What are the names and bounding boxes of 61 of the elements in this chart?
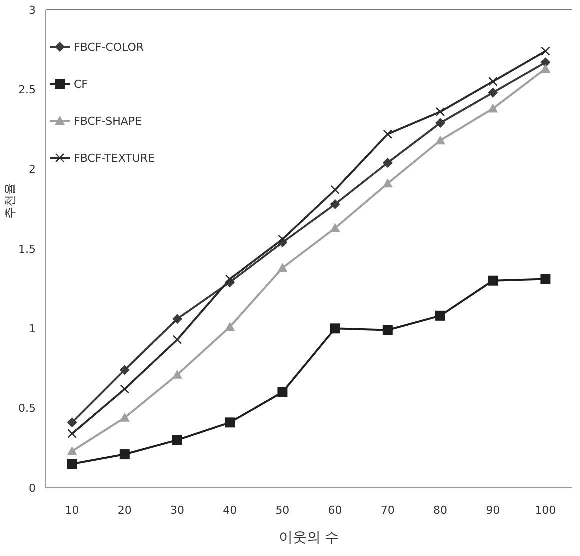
point — [330, 223, 340, 232]
point — [488, 276, 498, 286]
legend-label: FBCF-COLOR — [74, 40, 144, 54]
point — [382, 158, 393, 168]
x-tick-label: 100 — [535, 504, 556, 517]
point — [120, 412, 130, 422]
point — [278, 234, 288, 244]
point — [488, 104, 498, 113]
point — [172, 335, 182, 344]
point — [225, 418, 236, 428]
x-tick-label: 90 — [486, 504, 500, 517]
point — [67, 459, 78, 470]
point — [120, 450, 130, 460]
point — [382, 325, 393, 336]
point — [540, 58, 551, 68]
point — [488, 88, 498, 98]
y-tick-label: 2 — [29, 163, 36, 176]
point — [330, 199, 340, 210]
point — [278, 387, 288, 398]
point — [540, 274, 551, 284]
x-tick-label: 60 — [328, 504, 342, 517]
x-tick-label: 10 — [65, 504, 80, 517]
y-tick-label: 0 — [29, 482, 36, 495]
point — [67, 446, 78, 456]
point — [330, 324, 340, 334]
x-tick-label: 80 — [434, 504, 448, 517]
point — [226, 274, 235, 284]
x-tick-label: 30 — [170, 504, 184, 517]
point — [172, 314, 182, 324]
legend-label: FBCF-SHAPE — [74, 114, 142, 128]
point — [540, 64, 551, 73]
point — [436, 107, 446, 117]
point — [383, 130, 392, 139]
point — [120, 365, 130, 376]
x-tick-label: 70 — [380, 504, 395, 517]
x-axis-title: 이웃의 수 — [278, 530, 340, 546]
point — [278, 263, 288, 272]
x-tick-label: 40 — [223, 504, 238, 517]
point — [330, 185, 340, 195]
x-tick-label: 50 — [276, 504, 290, 517]
point — [172, 370, 182, 379]
point — [120, 384, 130, 394]
y-tick-label: 1 — [29, 322, 36, 336]
point — [172, 435, 182, 446]
point — [67, 418, 78, 428]
y-tick-label: 0.5 — [18, 402, 36, 416]
point — [488, 77, 498, 86]
point — [68, 429, 77, 438]
point — [541, 46, 550, 56]
y-tick-label: 2.5 — [18, 84, 36, 97]
point — [382, 178, 393, 188]
legend-label: CF — [74, 78, 88, 91]
point — [436, 310, 446, 321]
point — [436, 118, 446, 128]
y-axis-title: 추천율 — [3, 183, 17, 220]
legend-label: FBCF-TEXTURE — [74, 152, 156, 165]
point — [225, 322, 236, 332]
point — [436, 136, 446, 145]
x-tick-label: 20 — [118, 504, 132, 517]
y-tick-label: 3 — [29, 4, 36, 17]
y-tick-label: 1.5 — [18, 242, 36, 256]
